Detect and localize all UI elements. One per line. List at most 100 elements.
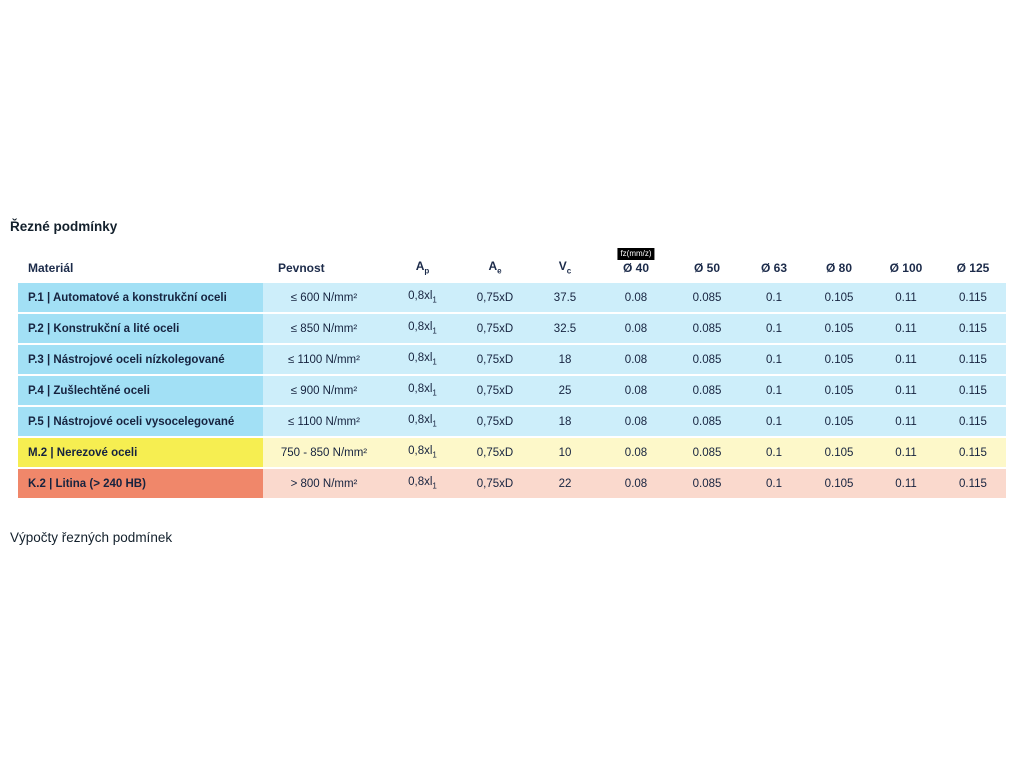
fz-cell-d40: 0.08 bbox=[600, 376, 672, 407]
header-d100: Ø 100 bbox=[872, 246, 940, 283]
fz-cell-d50: 0.085 bbox=[672, 314, 742, 345]
fz-cell-d80: 0.105 bbox=[806, 345, 872, 376]
fz-cell-d63: 0.1 bbox=[742, 345, 806, 376]
fz-cell-d125: 0.115 bbox=[940, 345, 1006, 376]
fz-cell-d40: 0.08 bbox=[600, 469, 672, 500]
fz-cell-d80: 0.105 bbox=[806, 314, 872, 345]
fz-cell-d63: 0.1 bbox=[742, 314, 806, 345]
header-ae: Ae bbox=[460, 246, 530, 283]
ap-cell: 0,8xl1 bbox=[385, 283, 460, 314]
header-d40: fz(mm/z) Ø 40 bbox=[600, 246, 672, 283]
ap-cell: 0,8xl1 bbox=[385, 314, 460, 345]
fz-cell-d80: 0.105 bbox=[806, 469, 872, 500]
fz-cell-d50: 0.085 bbox=[672, 438, 742, 469]
pevnost-cell: ≤ 900 N/mm² bbox=[263, 376, 385, 407]
header-d125: Ø 125 bbox=[940, 246, 1006, 283]
header-pevnost: Pevnost bbox=[263, 246, 385, 283]
fz-cell-d40: 0.08 bbox=[600, 283, 672, 314]
ap-cell: 0,8xl1 bbox=[385, 345, 460, 376]
table-header-row: Materiál Pevnost Ap Ae Vc fz(mm/z) Ø 40 … bbox=[18, 246, 1006, 283]
vc-cell: 32.5 bbox=[530, 314, 600, 345]
section-subtitle: Výpočty řezných podmínek bbox=[10, 530, 173, 545]
fz-cell-d100: 0.11 bbox=[872, 438, 940, 469]
pevnost-cell: ≤ 1100 N/mm² bbox=[263, 407, 385, 438]
fz-cell-d125: 0.115 bbox=[940, 438, 1006, 469]
ap-cell: 0,8xl1 bbox=[385, 407, 460, 438]
ap-cell: 0,8xl1 bbox=[385, 469, 460, 500]
material-cell: P.1 | Automatové a konstrukční oceli bbox=[18, 283, 263, 314]
pevnost-cell: ≤ 850 N/mm² bbox=[263, 314, 385, 345]
header-material: Materiál bbox=[18, 246, 263, 283]
header-vc: Vc bbox=[530, 246, 600, 283]
ap-cell: 0,8xl1 bbox=[385, 376, 460, 407]
fz-cell-d125: 0.115 bbox=[940, 376, 1006, 407]
fz-cell-d125: 0.115 bbox=[940, 314, 1006, 345]
fz-cell-d125: 0.115 bbox=[940, 283, 1006, 314]
fz-cell-d63: 0.1 bbox=[742, 283, 806, 314]
header-d80: Ø 80 bbox=[806, 246, 872, 283]
vc-cell: 10 bbox=[530, 438, 600, 469]
table-row: P.5 | Nástrojové oceli vysocelegované ≤ … bbox=[18, 407, 1006, 438]
pevnost-cell: > 800 N/mm² bbox=[263, 469, 385, 500]
fz-cell-d100: 0.11 bbox=[872, 469, 940, 500]
table-row: K.2 | Litina (> 240 HB) > 800 N/mm² 0,8x… bbox=[18, 469, 1006, 500]
fz-cell-d100: 0.11 bbox=[872, 314, 940, 345]
vc-cell: 18 bbox=[530, 345, 600, 376]
fz-cell-d40: 0.08 bbox=[600, 345, 672, 376]
material-cell: P.5 | Nástrojové oceli vysocelegované bbox=[18, 407, 263, 438]
table-row: P.2 | Konstrukční a lité oceli ≤ 850 N/m… bbox=[18, 314, 1006, 345]
vc-cell: 18 bbox=[530, 407, 600, 438]
ae-cell: 0,75xD bbox=[460, 469, 530, 500]
material-cell: P.3 | Nástrojové oceli nízkolegované bbox=[18, 345, 263, 376]
fz-cell-d50: 0.085 bbox=[672, 376, 742, 407]
fz-cell-d80: 0.105 bbox=[806, 407, 872, 438]
ae-cell: 0,75xD bbox=[460, 314, 530, 345]
table-row: P.1 | Automatové a konstrukční oceli ≤ 6… bbox=[18, 283, 1006, 314]
header-ap: Ap bbox=[385, 246, 460, 283]
fz-cell-d125: 0.115 bbox=[940, 407, 1006, 438]
vc-cell: 37.5 bbox=[530, 283, 600, 314]
fz-cell-d80: 0.105 bbox=[806, 376, 872, 407]
table-row: M.2 | Nerezové oceli 750 - 850 N/mm² 0,8… bbox=[18, 438, 1006, 469]
header-d50: Ø 50 bbox=[672, 246, 742, 283]
material-cell: K.2 | Litina (> 240 HB) bbox=[18, 469, 263, 500]
pevnost-cell: 750 - 850 N/mm² bbox=[263, 438, 385, 469]
table-row: P.3 | Nástrojové oceli nízkolegované ≤ 1… bbox=[18, 345, 1006, 376]
fz-cell-d100: 0.11 bbox=[872, 283, 940, 314]
fz-cell-d50: 0.085 bbox=[672, 407, 742, 438]
fz-cell-d50: 0.085 bbox=[672, 469, 742, 500]
header-d63: Ø 63 bbox=[742, 246, 806, 283]
ae-cell: 0,75xD bbox=[460, 438, 530, 469]
fz-cell-d100: 0.11 bbox=[872, 376, 940, 407]
fz-cell-d100: 0.11 bbox=[872, 345, 940, 376]
fz-cell-d100: 0.11 bbox=[872, 407, 940, 438]
ae-cell: 0,75xD bbox=[460, 376, 530, 407]
fz-cell-d40: 0.08 bbox=[600, 438, 672, 469]
pevnost-cell: ≤ 600 N/mm² bbox=[263, 283, 385, 314]
pevnost-cell: ≤ 1100 N/mm² bbox=[263, 345, 385, 376]
fz-unit-badge: fz(mm/z) bbox=[617, 248, 655, 260]
vc-cell: 22 bbox=[530, 469, 600, 500]
ap-cell: 0,8xl1 bbox=[385, 438, 460, 469]
fz-cell-d40: 0.08 bbox=[600, 314, 672, 345]
fz-cell-d125: 0.115 bbox=[940, 469, 1006, 500]
table-row: P.4 | Zušlechtěné oceli ≤ 900 N/mm² 0,8x… bbox=[18, 376, 1006, 407]
material-cell: P.2 | Konstrukční a lité oceli bbox=[18, 314, 263, 345]
vc-cell: 25 bbox=[530, 376, 600, 407]
fz-cell-d40: 0.08 bbox=[600, 407, 672, 438]
cutting-conditions-table: Materiál Pevnost Ap Ae Vc fz(mm/z) Ø 40 … bbox=[18, 246, 1006, 500]
ae-cell: 0,75xD bbox=[460, 283, 530, 314]
ae-cell: 0,75xD bbox=[460, 407, 530, 438]
material-cell: P.4 | Zušlechtěné oceli bbox=[18, 376, 263, 407]
fz-cell-d63: 0.1 bbox=[742, 438, 806, 469]
material-cell: M.2 | Nerezové oceli bbox=[18, 438, 263, 469]
ae-cell: 0,75xD bbox=[460, 345, 530, 376]
fz-cell-d80: 0.105 bbox=[806, 283, 872, 314]
fz-cell-d50: 0.085 bbox=[672, 345, 742, 376]
page-title: Řezné podmínky bbox=[10, 219, 118, 234]
fz-cell-d63: 0.1 bbox=[742, 407, 806, 438]
fz-cell-d63: 0.1 bbox=[742, 376, 806, 407]
fz-cell-d50: 0.085 bbox=[672, 283, 742, 314]
fz-cell-d80: 0.105 bbox=[806, 438, 872, 469]
fz-cell-d63: 0.1 bbox=[742, 469, 806, 500]
